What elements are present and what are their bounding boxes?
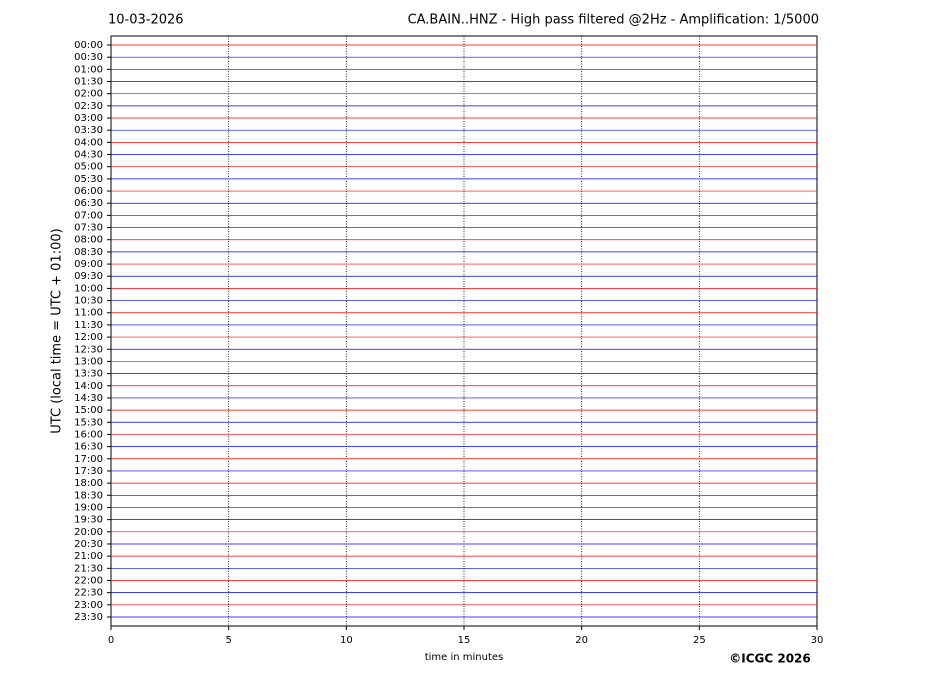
y-tick-label: 11:30	[74, 320, 103, 331]
date: 10-03-2026	[108, 13, 184, 28]
y-tick-label: 22:00	[74, 575, 103, 586]
y-tick-label: 11:00	[74, 308, 103, 319]
y-tick-label: 13:00	[74, 356, 103, 367]
y-tick-label: 08:00	[74, 235, 103, 246]
y-tick-label: 09:00	[74, 259, 103, 270]
y-tick-label: 03:30	[74, 125, 103, 136]
y-tick-label: 17:00	[74, 454, 103, 465]
y-tick-label: 05:00	[74, 162, 103, 173]
y-tick-label: 10:30	[74, 296, 103, 307]
y-tick-label: 15:00	[74, 405, 103, 416]
y-tick-label: 09:30	[74, 271, 103, 282]
x-axis-label: time in minutes	[425, 652, 504, 663]
y-tick-label: 14:00	[74, 381, 103, 392]
x-tick-label: 0	[108, 635, 114, 646]
credit: ©ICGC 2026	[729, 652, 811, 666]
x-tick-label: 15	[458, 635, 471, 646]
y-tick-label: 15:30	[74, 417, 103, 428]
y-tick-label: 20:00	[74, 527, 103, 538]
y-tick-label: 08:30	[74, 247, 103, 258]
y-tick-label: 16:00	[74, 429, 103, 440]
y-tick-label: 01:30	[74, 77, 103, 88]
y-tick-label: 17:30	[74, 466, 103, 477]
y-tick-label: 18:30	[74, 490, 103, 501]
x-tick-label: 20	[575, 635, 588, 646]
y-tick-label: 23:00	[74, 600, 103, 611]
y-tick-label: 14:30	[74, 393, 103, 404]
y-tick-label: 01:00	[74, 64, 103, 75]
y-tick-label: 03:00	[74, 113, 103, 124]
y-tick-label: 13:30	[74, 369, 103, 380]
y-tick-label: 02:00	[74, 89, 103, 100]
y-tick-label: 05:30	[74, 174, 103, 185]
y-tick-label: 02:30	[74, 101, 103, 112]
y-tick-label: 21:00	[74, 551, 103, 562]
y-tick-label: 22:30	[74, 588, 103, 599]
y-tick-label: 19:30	[74, 515, 103, 526]
y-tick-label: 19:00	[74, 502, 103, 513]
y-tick-label: 23:30	[74, 612, 103, 623]
y-tick-label: 10:00	[74, 283, 103, 294]
y-tick-label: 04:30	[74, 150, 103, 161]
x-tick-label: 10	[340, 635, 353, 646]
y-tick-label: 06:00	[74, 186, 103, 197]
y-tick-label: 07:30	[74, 223, 103, 234]
x-tick-label: 30	[811, 635, 824, 646]
y-tick-label: 16:30	[74, 442, 103, 453]
y-tick-label: 12:00	[74, 332, 103, 343]
y-tick-label: 20:30	[74, 539, 103, 550]
y-tick-label: 07:00	[74, 210, 103, 221]
y-tick-label: 12:30	[74, 344, 103, 355]
y-tick-label: 00:30	[74, 52, 103, 63]
x-tick-label: 5	[225, 635, 231, 646]
x-tick-label: 25	[693, 635, 706, 646]
y-tick-label: 18:00	[74, 478, 103, 489]
chart-title: CA.BAIN..HNZ - High pass filtered @2Hz -…	[408, 13, 819, 28]
y-tick-label: 06:30	[74, 198, 103, 209]
y-axis-label: UTC (local time = UTC + 01:00)	[50, 228, 65, 433]
y-tick-label: 00:00	[74, 40, 103, 51]
y-tick-label: 04:00	[74, 137, 103, 148]
y-tick-label: 21:30	[74, 563, 103, 574]
